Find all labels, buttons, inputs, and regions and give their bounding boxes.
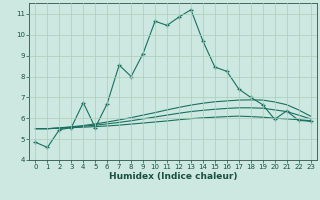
X-axis label: Humidex (Indice chaleur): Humidex (Indice chaleur): [109, 172, 237, 181]
